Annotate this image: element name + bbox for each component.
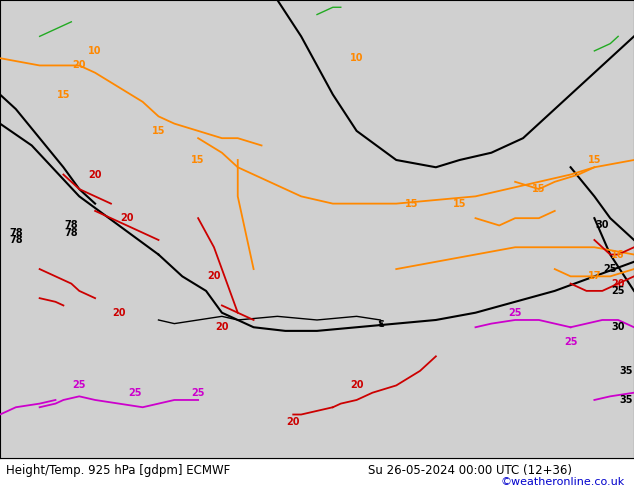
Text: 16: 16 bbox=[611, 249, 625, 260]
Text: 78: 78 bbox=[9, 228, 23, 238]
Text: 15: 15 bbox=[152, 126, 165, 136]
Text: 20: 20 bbox=[287, 417, 300, 427]
Text: 20: 20 bbox=[207, 271, 221, 281]
Text: 25: 25 bbox=[611, 286, 625, 296]
Text: 25: 25 bbox=[191, 388, 205, 398]
Text: 15: 15 bbox=[56, 90, 70, 99]
Text: 20: 20 bbox=[88, 170, 102, 179]
Text: 15: 15 bbox=[191, 155, 205, 165]
Text: 78: 78 bbox=[65, 220, 78, 230]
Text: 20: 20 bbox=[350, 380, 363, 391]
Text: Su 26-05-2024 00:00 UTC (12+36): Su 26-05-2024 00:00 UTC (12+36) bbox=[368, 465, 572, 477]
Text: 20: 20 bbox=[611, 279, 625, 289]
Text: 25: 25 bbox=[604, 264, 617, 274]
Text: 17: 17 bbox=[588, 271, 601, 281]
Text: 20: 20 bbox=[112, 308, 126, 318]
Text: ©weatheronline.co.uk: ©weatheronline.co.uk bbox=[500, 477, 624, 488]
Text: 25: 25 bbox=[508, 308, 522, 318]
Text: 15: 15 bbox=[588, 155, 601, 165]
Text: 25: 25 bbox=[72, 380, 86, 391]
Text: Height/Temp. 925 hPa [gdpm] ECMWF: Height/Temp. 925 hPa [gdpm] ECMWF bbox=[6, 465, 231, 477]
Text: 30: 30 bbox=[595, 220, 609, 230]
Text: 35: 35 bbox=[619, 395, 633, 405]
Text: 35: 35 bbox=[619, 366, 633, 376]
Text: 30: 30 bbox=[611, 322, 625, 332]
Text: 15: 15 bbox=[405, 198, 419, 209]
Text: 20: 20 bbox=[72, 60, 86, 71]
Text: 20: 20 bbox=[120, 213, 134, 223]
Text: 20: 20 bbox=[215, 322, 229, 332]
Text: 15: 15 bbox=[453, 198, 467, 209]
Text: 10: 10 bbox=[350, 53, 363, 63]
Text: 25: 25 bbox=[128, 388, 141, 398]
Text: 15: 15 bbox=[532, 184, 546, 194]
Text: 25: 25 bbox=[564, 337, 578, 347]
Text: 78: 78 bbox=[65, 228, 78, 238]
Text: ε: ε bbox=[377, 317, 384, 330]
Text: 78: 78 bbox=[9, 235, 23, 245]
Text: 10: 10 bbox=[88, 46, 102, 56]
